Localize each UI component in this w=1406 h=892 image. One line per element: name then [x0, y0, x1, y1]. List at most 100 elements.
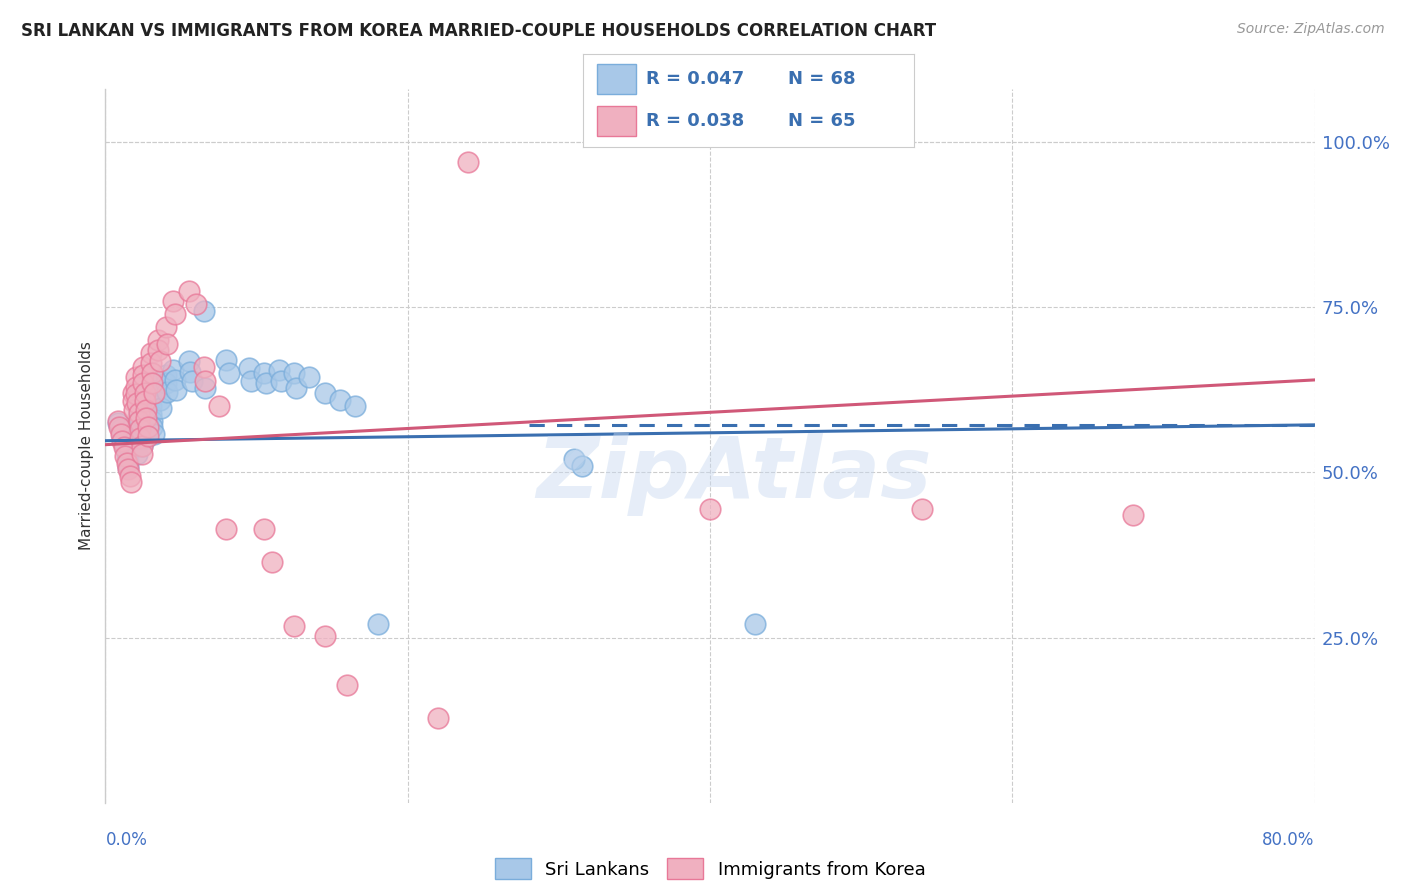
Point — [117, 462, 139, 476]
Point — [139, 346, 162, 360]
Text: 80.0%: 80.0% — [1263, 831, 1315, 849]
Point — [121, 427, 143, 442]
Point — [239, 374, 262, 388]
Point — [194, 381, 217, 395]
Text: R = 0.038: R = 0.038 — [647, 112, 745, 130]
Point — [139, 407, 162, 421]
Point — [132, 401, 155, 415]
Point — [114, 440, 136, 454]
Point — [127, 447, 149, 461]
Point — [179, 365, 201, 379]
Point — [314, 629, 336, 643]
Point — [134, 425, 156, 439]
Point — [132, 359, 155, 374]
Point — [129, 416, 152, 430]
Point — [269, 363, 291, 377]
Point — [112, 434, 135, 448]
Text: N = 65: N = 65 — [789, 112, 856, 130]
Point — [128, 387, 150, 401]
Point — [180, 374, 202, 388]
Point — [114, 449, 136, 463]
Point — [132, 409, 155, 424]
Point — [134, 386, 156, 401]
Point — [118, 468, 141, 483]
Point — [141, 414, 163, 428]
Point — [298, 369, 321, 384]
Point — [163, 373, 186, 387]
Point — [215, 353, 238, 368]
Point — [343, 400, 366, 414]
Point — [131, 447, 153, 461]
Point — [108, 420, 131, 434]
Point — [148, 383, 170, 397]
Point — [129, 422, 152, 436]
Point — [139, 392, 162, 406]
Point — [186, 297, 208, 311]
Point — [107, 416, 129, 430]
Point — [125, 439, 148, 453]
Point — [131, 433, 153, 447]
Bar — [596, 106, 637, 136]
Point — [148, 333, 170, 347]
Point — [336, 678, 359, 692]
Bar — [596, 64, 637, 94]
Point — [155, 320, 177, 334]
Point — [329, 392, 352, 407]
Y-axis label: Married-couple Households: Married-couple Households — [79, 342, 94, 550]
Point — [155, 368, 177, 382]
Point — [162, 293, 184, 308]
Point — [125, 379, 148, 393]
Point — [142, 427, 165, 442]
Point — [1122, 508, 1144, 523]
Point — [122, 440, 145, 454]
Point — [120, 475, 142, 490]
Point — [110, 422, 132, 436]
Point — [127, 396, 149, 410]
Point — [132, 392, 155, 407]
Point — [128, 414, 150, 428]
Point — [156, 384, 179, 399]
Point — [571, 458, 593, 473]
Point — [125, 387, 148, 401]
Point — [194, 374, 217, 388]
Point — [134, 416, 156, 430]
Point — [128, 409, 150, 424]
Text: Source: ZipAtlas.com: Source: ZipAtlas.com — [1237, 22, 1385, 37]
Point — [128, 394, 150, 409]
Point — [115, 447, 138, 461]
Point — [136, 420, 159, 434]
Point — [111, 434, 134, 448]
Point — [115, 456, 138, 470]
Point — [117, 460, 139, 475]
Legend: Sri Lankans, Immigrants from Korea: Sri Lankans, Immigrants from Korea — [488, 851, 932, 887]
Point — [177, 354, 200, 368]
Point — [135, 402, 157, 417]
Point — [136, 429, 159, 443]
Point — [366, 617, 388, 632]
Point — [238, 361, 260, 376]
Point — [125, 433, 148, 447]
Point — [270, 374, 292, 388]
Text: 0.0%: 0.0% — [105, 831, 148, 849]
Point — [122, 402, 145, 417]
Point — [253, 367, 276, 381]
Point — [177, 284, 200, 298]
Point — [155, 376, 177, 391]
Point — [562, 452, 585, 467]
Point — [699, 501, 721, 516]
Point — [162, 363, 184, 377]
Point — [149, 354, 172, 368]
Point — [121, 419, 143, 434]
Point — [166, 383, 188, 397]
Point — [150, 401, 173, 415]
Point — [253, 522, 276, 536]
Point — [208, 400, 231, 414]
Point — [163, 307, 186, 321]
Point — [139, 356, 162, 370]
Point — [128, 406, 150, 420]
Point — [129, 431, 152, 445]
Point — [131, 439, 153, 453]
Point — [128, 402, 150, 417]
Point — [131, 439, 153, 453]
Point — [141, 367, 163, 381]
